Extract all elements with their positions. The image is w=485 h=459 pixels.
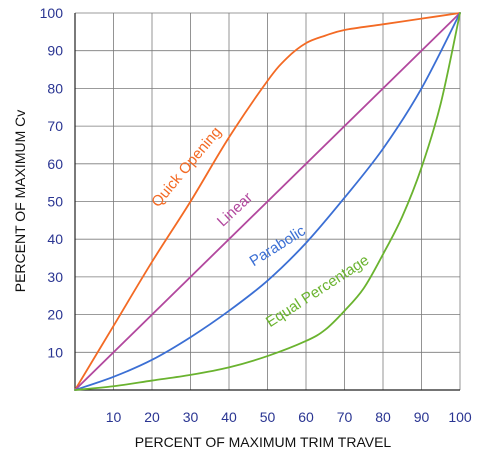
x-tick-label: 90 [414,409,430,425]
y-axis-label: PERCENT OF MAXIMUM Cv [12,110,28,293]
y-tick-label: 40 [47,231,63,247]
x-tick-label: 40 [221,409,237,425]
x-tick-label: 70 [337,409,353,425]
series-label-parabolic: Parabolic [247,222,309,270]
series-label-linear: Linear [214,189,256,230]
x-tick-label: 10 [106,409,122,425]
x-tick-label: 50 [260,409,276,425]
series-label-quick-opening: Quick Opening [148,124,225,211]
y-tick-label: 10 [47,344,63,360]
series-line-equal-percentage [74,12,461,391]
y-tick-label: 50 [47,194,63,210]
y-tick-label: 70 [47,118,63,134]
y-tick-label: 20 [47,307,63,323]
x-tick-label: 60 [298,409,314,425]
x-tick-label: 30 [183,409,199,425]
x-tick-label: 20 [144,409,160,425]
y-tick-label: 80 [47,80,63,96]
series-line-linear [74,12,461,391]
series-line-parabolic [74,12,461,391]
series-line-quick-opening [74,12,461,391]
x-tick-label: 80 [375,409,391,425]
y-tick-label: 60 [47,156,63,172]
tick-labels: 10 20 30 40 50 60 70 80 90 100 10 20 30 40 50 60 70 80 90 1… [40,5,472,425]
series-label-equal-percentage: Equal Percentage [263,252,372,331]
y-tick-label: 90 [47,43,63,59]
x-axis-label: PERCENT OF MAXIMUM TRIM TRAVEL [135,434,392,450]
y-tick-label: 30 [47,269,63,285]
series [74,12,461,391]
y-tick-label: 100 [40,5,64,21]
grid [75,12,461,390]
x-tick-label: 100 [448,409,472,425]
axes [74,13,460,391]
